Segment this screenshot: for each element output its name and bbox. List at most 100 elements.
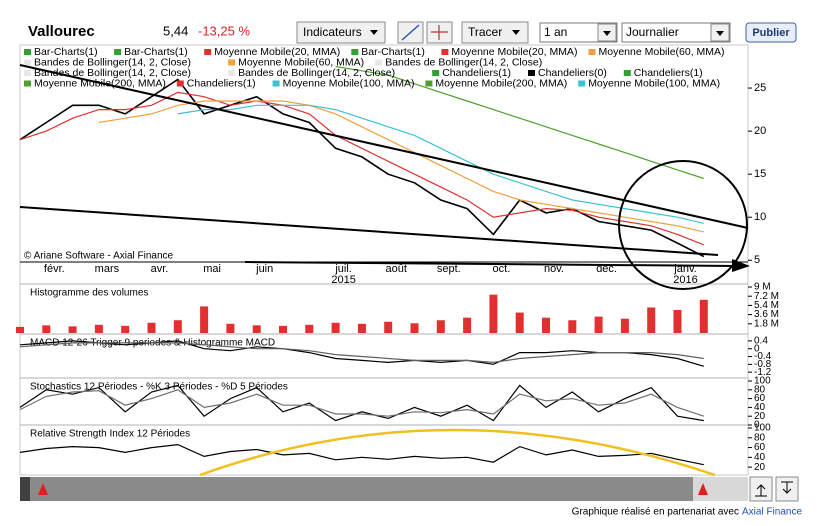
series-line xyxy=(19,443,704,466)
y-tick-label: 40 xyxy=(754,402,766,413)
legend-label: Bar-Charts(1) xyxy=(34,46,98,58)
y-tick-label: 7.2 M xyxy=(754,291,779,302)
legend-label: Moyenne Mobile(60, MMA) xyxy=(599,46,725,58)
legend-swatch xyxy=(176,80,184,87)
year-label: 2016 xyxy=(673,274,697,286)
series-line xyxy=(19,91,705,246)
zoom-icon xyxy=(755,484,767,497)
publish-button[interactable] xyxy=(745,22,797,43)
y-tick-label: 100 xyxy=(754,376,771,387)
year-label: 2015 xyxy=(331,274,355,286)
legend-label: Chandeliers(1) xyxy=(634,67,703,79)
volume-bar xyxy=(16,326,24,333)
indicators-button[interactable] xyxy=(296,21,386,44)
interval-select[interactable] xyxy=(621,22,731,43)
legend-swatch xyxy=(425,80,433,87)
volume-bar xyxy=(252,325,261,333)
legend-swatch xyxy=(228,59,236,66)
volume-bar xyxy=(147,322,156,333)
stock-change: -13,25 % xyxy=(198,23,250,38)
series-line xyxy=(19,340,704,367)
y-tick-label: 20 xyxy=(754,462,766,473)
footer-link[interactable]: Axial Finance xyxy=(742,507,802,518)
draw-label: Tracer xyxy=(468,25,502,39)
volume-bar xyxy=(279,325,287,333)
arrow-head xyxy=(732,259,750,272)
volume-bar xyxy=(436,320,445,333)
y-tick-label: 40 xyxy=(754,452,766,463)
y-tick-label: 25 xyxy=(754,82,766,94)
volume-bar xyxy=(620,318,629,333)
y-tick-label: -0.8 xyxy=(754,359,772,370)
y-tick-label: 3.6 M xyxy=(754,309,779,320)
volume-bar xyxy=(305,324,314,333)
x-tick-label: nov. xyxy=(544,263,564,275)
legend-label: Bandes de Bollinger(14, 2, Close) xyxy=(385,56,542,68)
y-tick-label: 20 xyxy=(754,411,766,422)
legend-label: Bandes de Bollinger(14, 2, Close) xyxy=(238,67,395,79)
legend-label: Moyenne Mobile(100, MMA) xyxy=(283,77,415,89)
volume-bar xyxy=(489,294,498,333)
draw-button[interactable] xyxy=(461,21,529,44)
legend-swatch xyxy=(578,80,586,87)
x-tick-label: juin xyxy=(255,263,273,275)
y-tick-label: 0 xyxy=(754,420,760,431)
series-line xyxy=(335,65,704,180)
legend-swatch xyxy=(24,70,31,76)
y-tick-label: 80 xyxy=(754,432,766,443)
legend-swatch xyxy=(24,80,31,87)
y-tick-label: -0.4 xyxy=(754,351,772,362)
legend-swatch xyxy=(228,70,236,76)
copyright: © Ariane Software - Axial Finance xyxy=(24,251,174,262)
x-tick-label: sept. xyxy=(437,263,461,275)
highlight-circle xyxy=(618,160,748,290)
hline-icon xyxy=(431,25,448,40)
x-tick-label: févr. xyxy=(44,263,65,275)
legend-swatch xyxy=(528,70,535,76)
trend-line xyxy=(19,206,719,256)
volume-bar xyxy=(568,320,577,333)
series-line xyxy=(19,389,704,417)
legend-label: Bar-Charts(1) xyxy=(124,46,188,58)
y-tick-label: 9 M xyxy=(754,282,771,293)
y-tick-label: 15 xyxy=(754,168,766,180)
y-tick-label: 0.4 xyxy=(754,336,768,347)
publish-label: Publier xyxy=(752,27,790,39)
y-tick-label: 60 xyxy=(754,393,766,404)
legend-label: Bandes de Bollinger(14, 2, Close) xyxy=(34,56,191,68)
series-line xyxy=(98,100,704,233)
volume-bar xyxy=(226,323,235,333)
legend-swatch xyxy=(204,49,212,55)
x-tick-label: avr. xyxy=(151,263,169,275)
volume-bar xyxy=(410,323,419,333)
y-tick-label: -1.2 xyxy=(754,367,772,378)
volume-bar xyxy=(121,325,130,333)
legend-swatch xyxy=(24,49,31,55)
dropdown-arrow xyxy=(512,30,520,35)
y-tick-label: 10 xyxy=(754,211,766,223)
volume-bar xyxy=(173,320,182,333)
legend-label: Moyenne Mobile(20, MMA) xyxy=(451,46,577,58)
pane-title: Stochastics 12 Périodes - %K 3 Périodes … xyxy=(30,382,288,393)
legend-label: Moyenne Mobile(200, MMA) xyxy=(435,77,567,89)
x-tick-label: oct. xyxy=(493,263,511,275)
volume-bar xyxy=(94,324,103,333)
interval-label: Journalier xyxy=(626,25,679,39)
series-line xyxy=(19,342,704,364)
legend-label: Bar-Charts(1) xyxy=(361,46,425,58)
navigator-handle[interactable] xyxy=(20,477,30,501)
series-line xyxy=(19,384,704,422)
x-tick-label: mars xyxy=(95,263,120,275)
volume-bar xyxy=(200,306,209,333)
pane-title: Histogramme des volumes xyxy=(30,288,148,299)
line-icon xyxy=(401,24,420,41)
rsi-arc xyxy=(199,428,716,477)
x-tick-label: août xyxy=(385,263,406,275)
legend-swatch xyxy=(588,49,596,55)
y-tick-label: 0 xyxy=(754,343,760,354)
legend-swatch xyxy=(351,49,359,55)
dropdown-arrow xyxy=(716,31,724,36)
navigator[interactable] xyxy=(20,477,748,501)
volume-bar xyxy=(699,299,708,333)
